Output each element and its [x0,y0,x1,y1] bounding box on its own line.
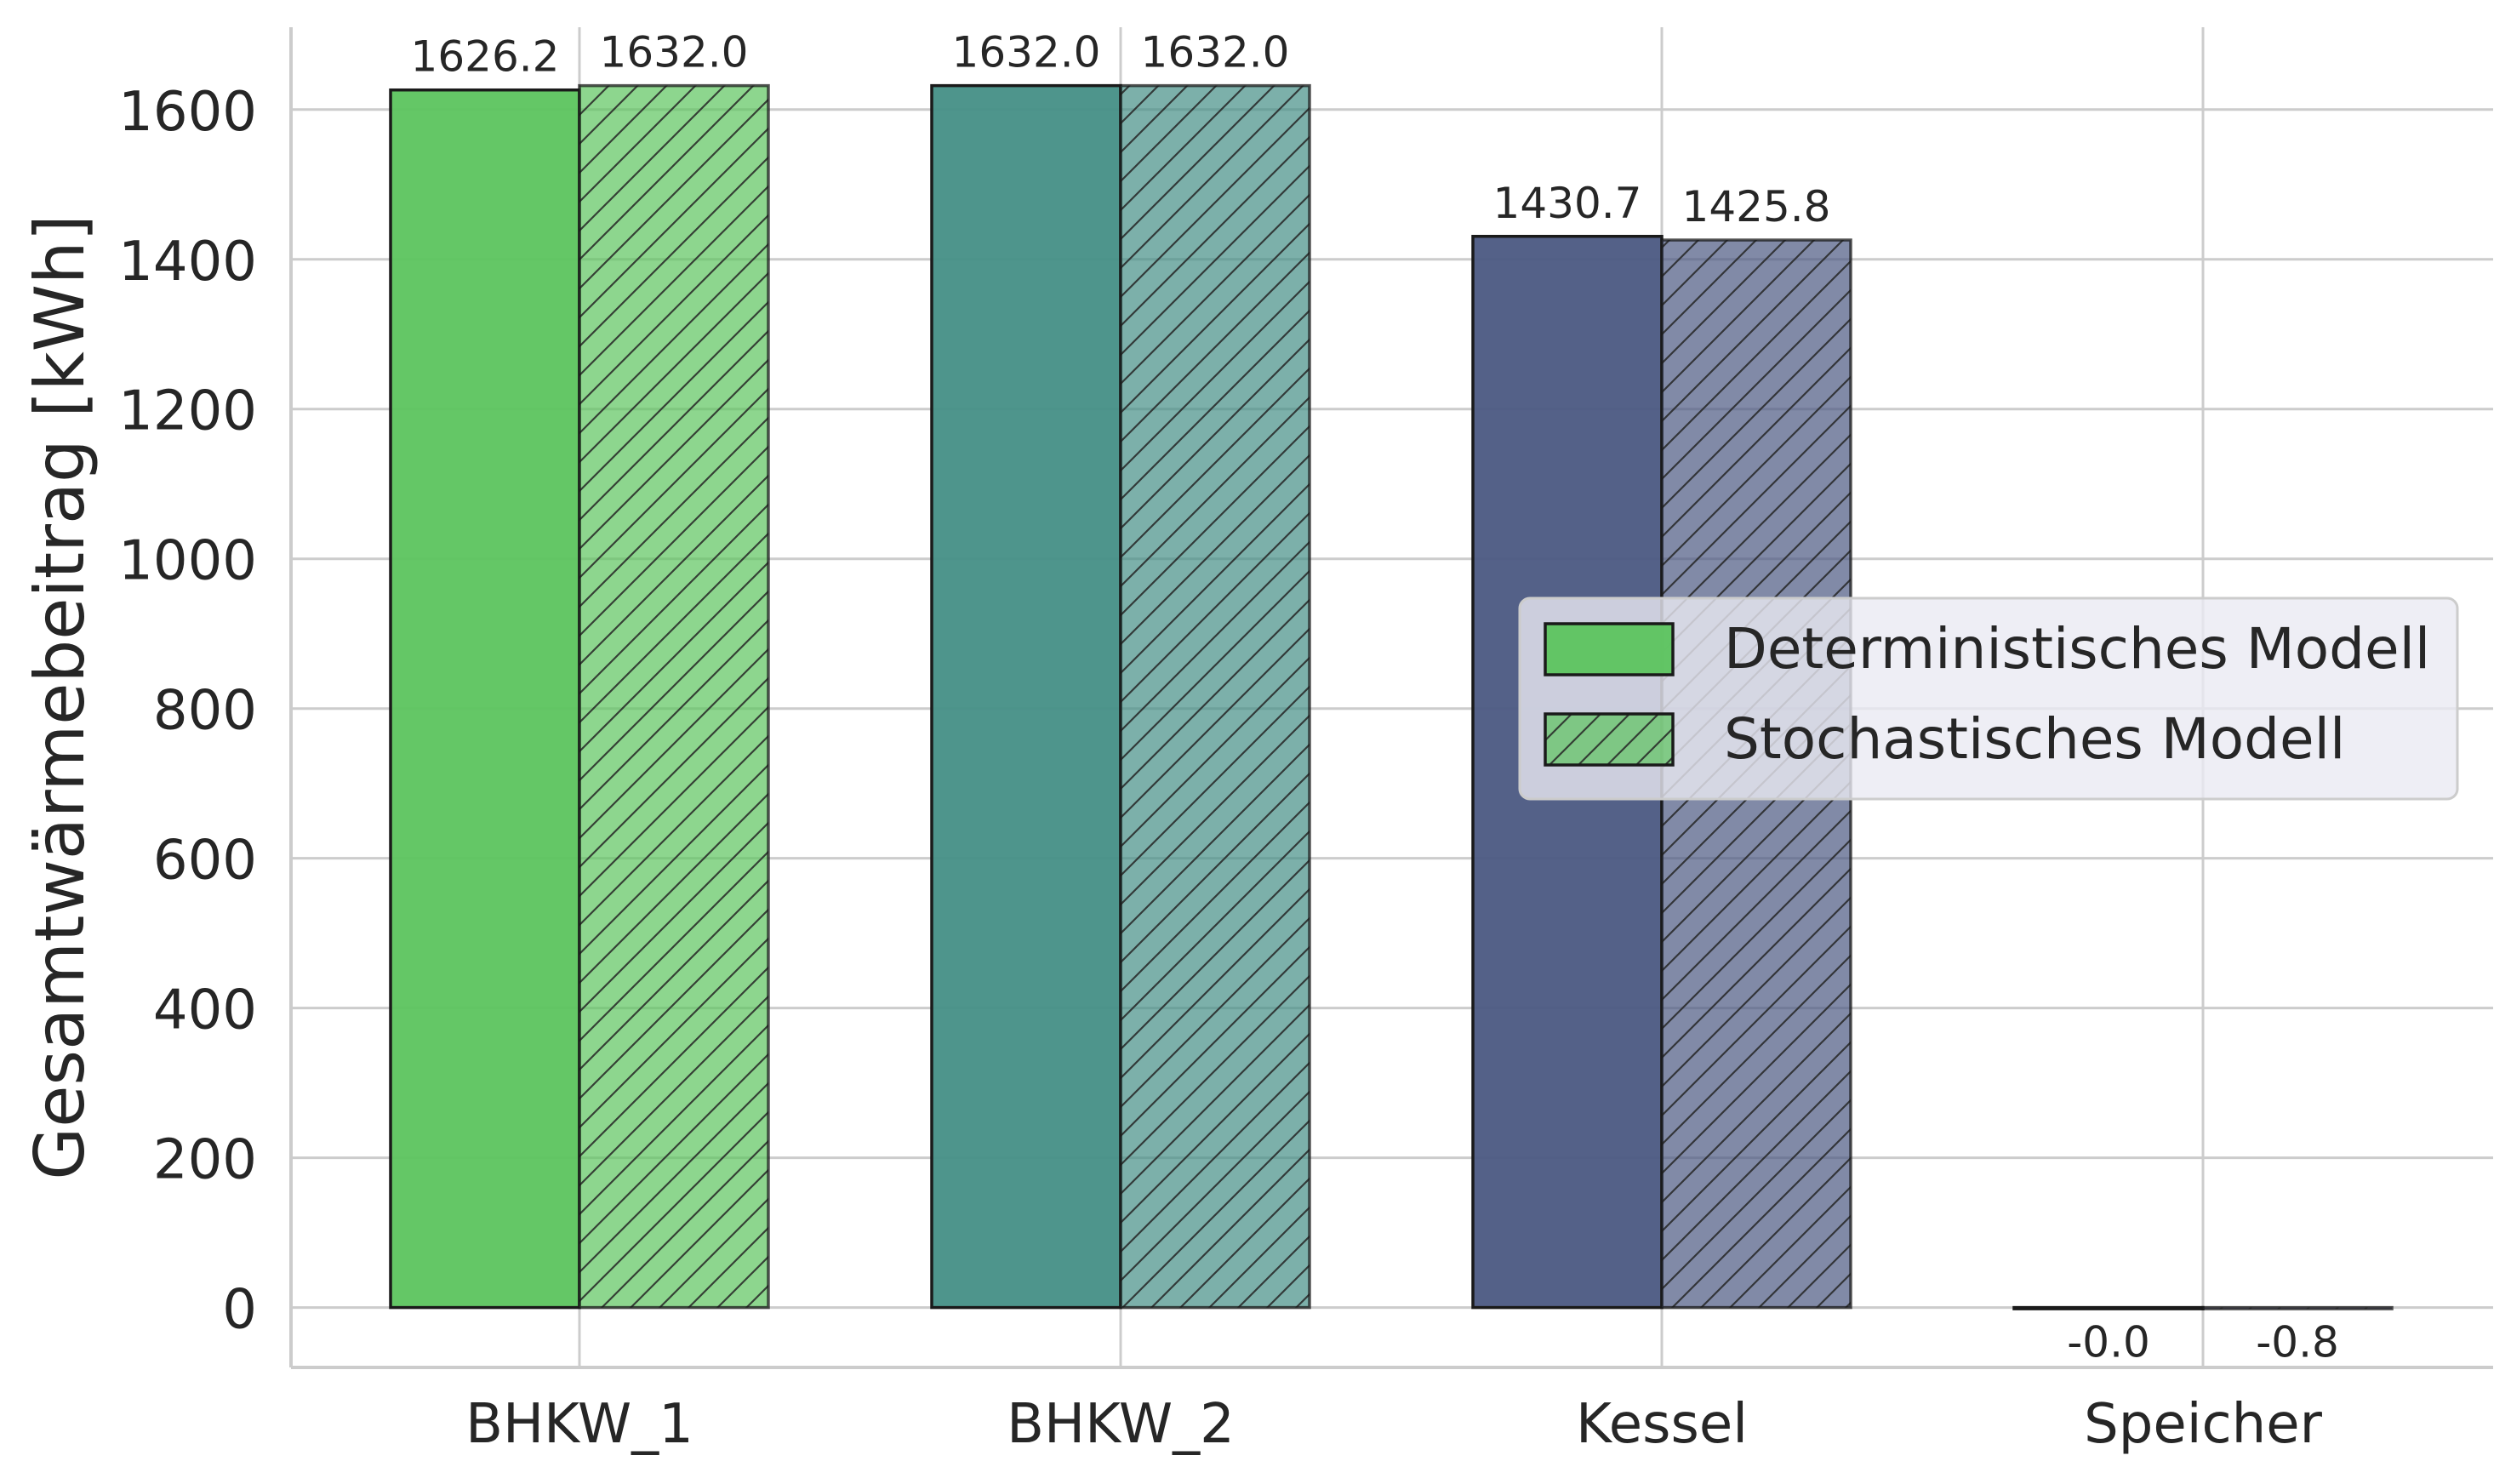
legend-swatch-outline [1544,712,1675,767]
bar-value-label: 1626.2 [411,32,560,82]
legend-frame [1518,596,2459,801]
y-tick-label: 1400 [118,231,257,294]
bar-stochastic-bhkw_2 [1119,83,1311,1310]
bar-value-label: 1632.0 [1141,28,1290,77]
bar-value-label: -0.8 [2256,1318,2339,1367]
legend: Deterministisches Modell Stochastisches M… [1518,596,2459,801]
bar-fill [932,85,1121,1308]
bar-deterministic-bhkw_1 [389,88,581,1310]
legend-entry: Deterministisches Modell [1544,616,2430,682]
legend-swatch [1545,624,1673,675]
bar-value-label: 1430.7 [1493,179,1642,228]
bar-outline [2201,1305,2394,1310]
legend-swatch-outline [1544,622,1675,676]
bar-stochastic-speicher [2201,1305,2394,1310]
x-tick-label: BHKW_1 [465,1393,693,1456]
bar-value-label: -0.0 [2067,1318,2150,1367]
y-tick-label: 600 [153,830,257,893]
y-tick-label: 800 [153,680,257,743]
bar-deterministic-bhkw_2 [930,83,1122,1310]
bar-stochastic-bhkw_1 [578,83,770,1310]
y-tick-label: 400 [153,979,257,1042]
bar-value-label: 1632.0 [600,28,749,77]
legend-swatch-hatch [1545,714,1673,765]
y-axis-title: Gesamtwärmebeitrag [kWh] [20,214,100,1180]
legend-entry: Stochastisches Modell [1544,706,2345,772]
bar-value-label: 1632.0 [952,28,1101,77]
bar-outline [1119,83,1311,1310]
bar-hatch [579,85,768,1308]
bar-deterministic-speicher [2012,1305,2205,1310]
x-tick-label: Speicher [2084,1393,2323,1456]
bar-outline [578,83,770,1310]
bar-hatch [1121,85,1310,1308]
axes-layer [289,27,2493,1369]
y-tick-label: 1000 [118,530,257,593]
y-tick-label: 1600 [118,81,257,144]
bar-outline [2012,1305,2205,1310]
y-tick-label: 1200 [118,380,257,443]
y-tick-label: 200 [153,1129,257,1192]
x-tick-label: Kessel [1576,1393,1748,1456]
y-tick-label: 0 [222,1279,257,1342]
legend-label: Deterministisches Modell [1724,616,2430,682]
bar-value-label: 1425.8 [1682,182,1831,231]
bar-fill [391,89,579,1308]
x-tick-label: BHKW_2 [1007,1393,1235,1456]
legend-label: Stochastisches Modell [1724,706,2345,772]
labels-layer: 0 200 400 600 800 1000 1200 1400 1600 BHKW_1 BHKW_… [20,28,2339,1456]
